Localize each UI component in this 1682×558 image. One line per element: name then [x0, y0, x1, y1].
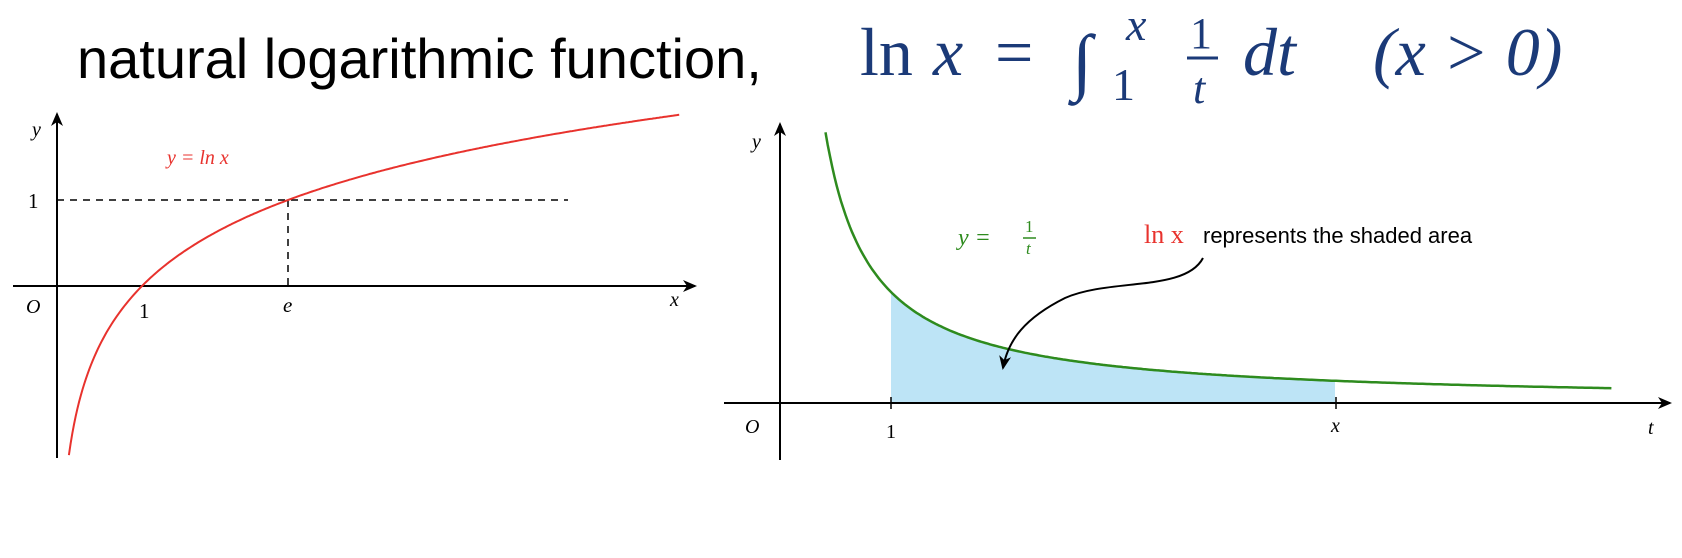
curve-label-num: 1: [1025, 217, 1034, 236]
annotation-math: ln x: [1144, 220, 1184, 249]
ln-chart: y = ln x y x O 1 1 e: [13, 112, 697, 458]
ln-curve: [67, 113, 680, 456]
x-tick-e: e: [283, 293, 292, 317]
formula-condition: (x > 0): [1373, 14, 1562, 90]
formula-upper: x: [1125, 0, 1147, 50]
annotation-arrow: [999, 257, 1204, 370]
title-text: natural logarithmic function,: [77, 27, 762, 90]
formula-frac-den: t: [1193, 64, 1207, 113]
title-formula: ln x = ∫ x 1 1 t dt (x > 0): [860, 0, 1562, 113]
curve-label-den: t: [1026, 239, 1032, 258]
shaded-area: [891, 292, 1335, 403]
x-tick-1: 1: [886, 421, 896, 443]
y-tick-1: 1: [28, 189, 39, 213]
formula-frac-num: 1: [1190, 9, 1212, 58]
x-tick-x: x: [1330, 415, 1340, 437]
y-axis-label: y: [750, 131, 761, 153]
formula-ln: ln: [860, 14, 913, 90]
formula-lower: 1: [1112, 59, 1135, 110]
origin-label: O: [26, 296, 40, 318]
reciprocal-curve: [824, 132, 1612, 390]
annotation-text: represents the shaded area: [1203, 223, 1473, 248]
x-axis-label: t: [1648, 417, 1654, 439]
formula-integral: ∫: [1068, 21, 1097, 106]
reciprocal-chart: y = 1 t ln x represents the shaded area …: [724, 122, 1672, 460]
curve-label: y = ln x: [165, 147, 229, 169]
formula-dt: dt: [1243, 14, 1298, 90]
formula-equals: =: [995, 14, 1033, 90]
x-tick-1: 1: [139, 299, 150, 323]
origin-label: O: [745, 416, 759, 438]
y-axis-label: y: [30, 119, 41, 141]
x-axis-label: x: [669, 289, 679, 311]
curve-label-lhs: y =: [956, 225, 991, 251]
formula-x: x: [932, 14, 963, 90]
